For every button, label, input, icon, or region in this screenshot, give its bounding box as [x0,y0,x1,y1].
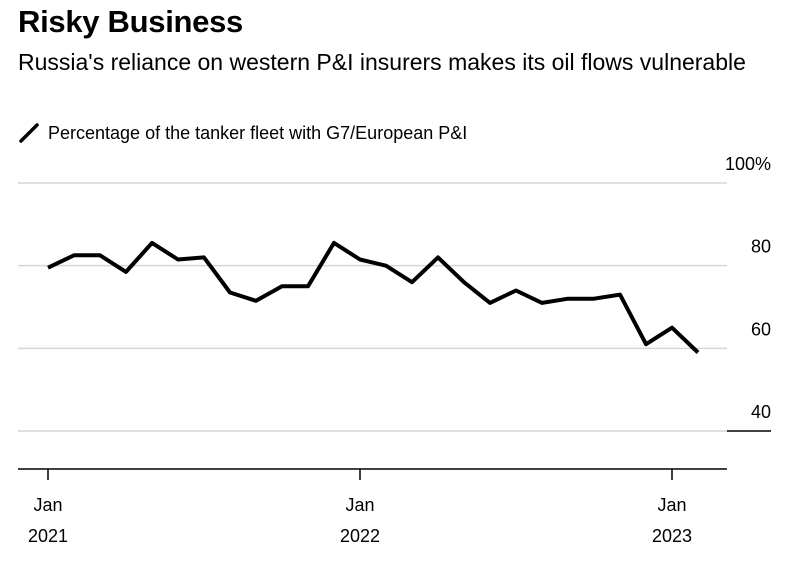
series-lines [47,240,700,354]
y-tick-label: 60 [751,319,771,339]
x-tick-month-label: Jan [657,495,686,515]
y-tick-label: 40 [751,402,771,422]
x-axis: Jan 2021 Jan 2022 Jan 2023 [18,468,727,546]
y-tick-label: 100% [725,154,771,174]
chart-legend: Percentage of the tanker fleet with G7/E… [18,122,467,144]
chart-title: Risky Business [18,4,243,39]
x-tick-month-label: Jan [33,495,62,515]
x-tick-year-label: 2021 [28,526,68,546]
legend-label: Percentage of the tanker fleet with G7/E… [48,122,468,143]
gridlines [18,182,771,432]
y-tick-label: 80 [751,237,771,257]
x-tick-year-label: 2023 [652,526,692,546]
chart-subtitle: Russia's reliance on western P&I insurer… [18,49,746,75]
x-tick-month-label: Jan [345,495,374,515]
y-axis-ticks: 100% 80 60 40 [725,154,771,422]
legend-line-swatch [19,123,39,143]
series-line [47,240,700,354]
x-tick-year-label: 2022 [340,526,380,546]
